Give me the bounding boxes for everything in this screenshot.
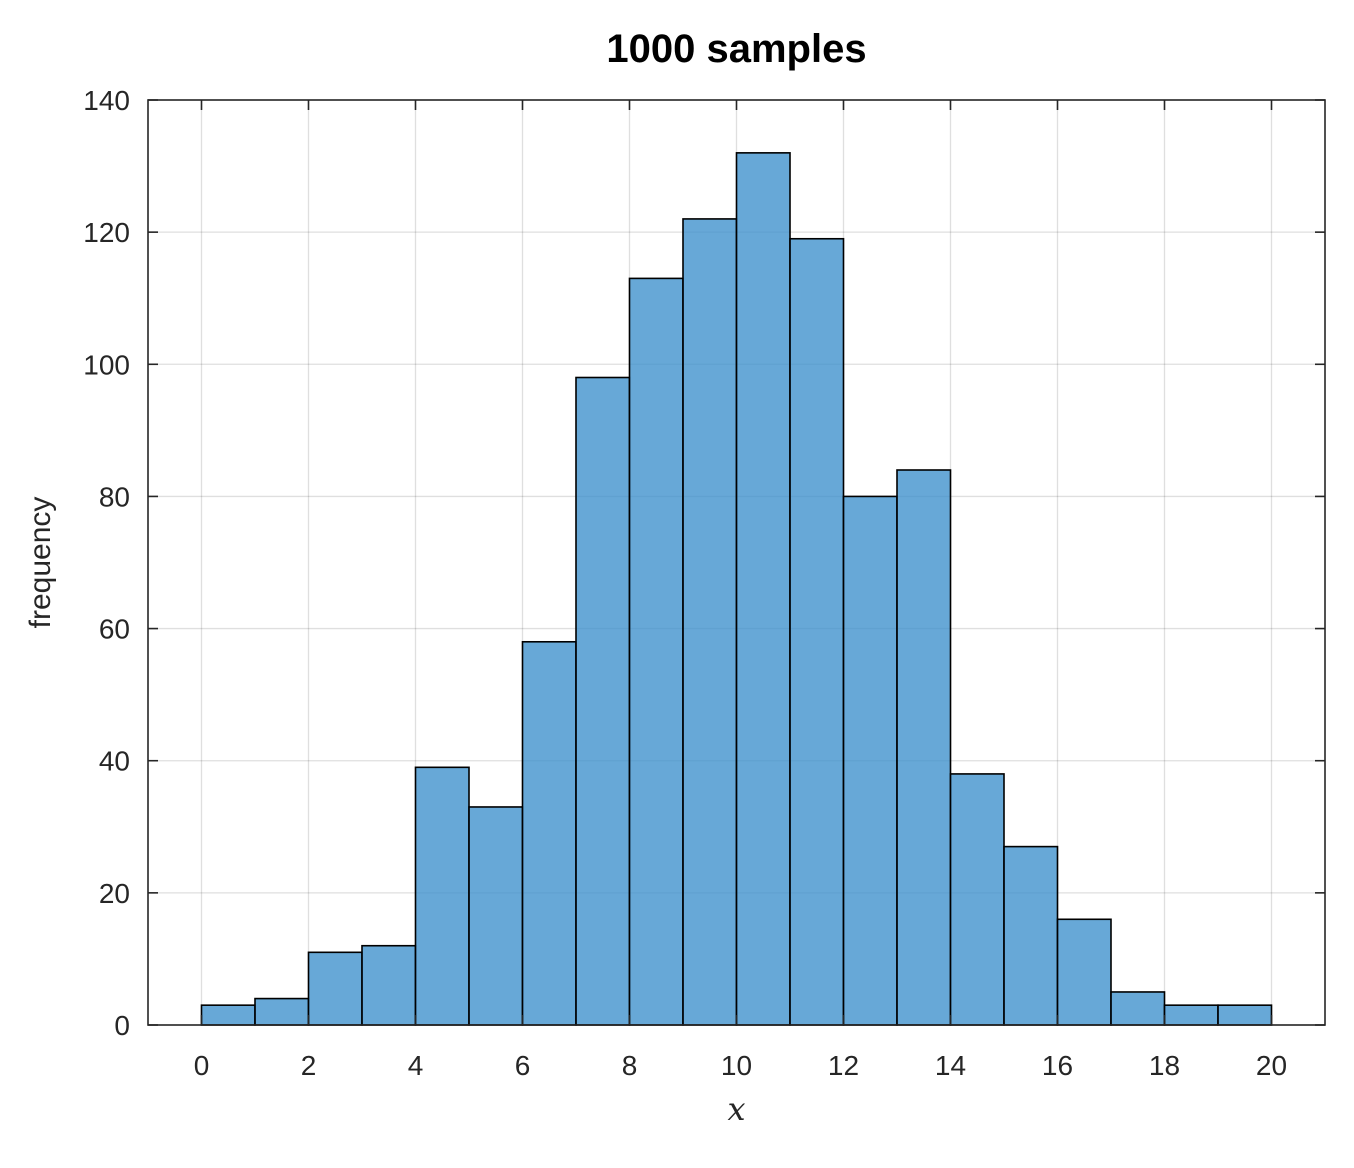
y-tick-label: 40 (99, 746, 130, 777)
y-tick-label: 100 (83, 349, 130, 380)
x-tick-label: 6 (515, 1050, 531, 1081)
histogram-bar (361, 944, 417, 1026)
x-tick-label: 12 (828, 1050, 859, 1081)
y-tick-label: 80 (99, 481, 130, 512)
histogram-bar (414, 766, 470, 1026)
histogram-bar (628, 277, 684, 1026)
histogram-bar (789, 237, 845, 1026)
histogram-bar (200, 1004, 256, 1026)
histogram-bar (842, 495, 898, 1026)
x-tick-label: 16 (1042, 1050, 1073, 1081)
x-tick-label: 4 (408, 1050, 424, 1081)
histogram-bar (1056, 918, 1112, 1026)
y-tick-labels: 0 20 40 60 80 100 120 140 (83, 85, 130, 1041)
x-tick-label: 10 (721, 1050, 752, 1081)
histogram-bars (200, 152, 1273, 1026)
histogram-bar (682, 218, 738, 1026)
x-axis-label: x (727, 1090, 745, 1128)
histogram-bar (307, 951, 363, 1026)
x-tick-label: 8 (622, 1050, 638, 1081)
chart-title: 1000 samples (606, 27, 866, 71)
histogram-bar (575, 376, 631, 1026)
x-tick-label: 2 (301, 1050, 317, 1081)
tick-marks (148, 99, 1325, 1026)
histogram-bar (1217, 1004, 1273, 1026)
histogram-bar (1003, 845, 1059, 1026)
y-tick-label: 60 (99, 614, 130, 645)
x-tick-label: 18 (1149, 1050, 1180, 1081)
histogram-bar (1163, 1004, 1219, 1026)
histogram-bar (521, 640, 577, 1026)
histogram-bar (735, 152, 791, 1026)
histogram-bar (949, 773, 1005, 1026)
y-tick-label: 120 (83, 217, 130, 248)
y-tick-label: 20 (99, 878, 130, 909)
x-tick-label: 14 (935, 1050, 966, 1081)
x-tick-label: 20 (1256, 1050, 1287, 1081)
x-tick-label: 0 (194, 1050, 210, 1081)
histogram-bar (896, 469, 952, 1026)
y-tick-label: 140 (83, 85, 130, 116)
y-axis-label: frequency (24, 497, 57, 629)
x-tick-labels: 0 2 4 6 8 10 12 14 16 18 20 (194, 1050, 1287, 1081)
histogram-bar (468, 806, 524, 1026)
y-tick-label: 0 (114, 1010, 130, 1041)
histogram-bar (1110, 991, 1166, 1026)
histogram-bar (254, 997, 310, 1026)
